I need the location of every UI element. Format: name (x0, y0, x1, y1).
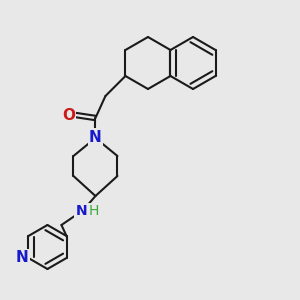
Text: N: N (89, 130, 102, 145)
Text: H: H (88, 204, 99, 218)
Text: O: O (62, 107, 75, 122)
Text: N: N (16, 250, 29, 266)
Text: N: N (76, 204, 87, 218)
